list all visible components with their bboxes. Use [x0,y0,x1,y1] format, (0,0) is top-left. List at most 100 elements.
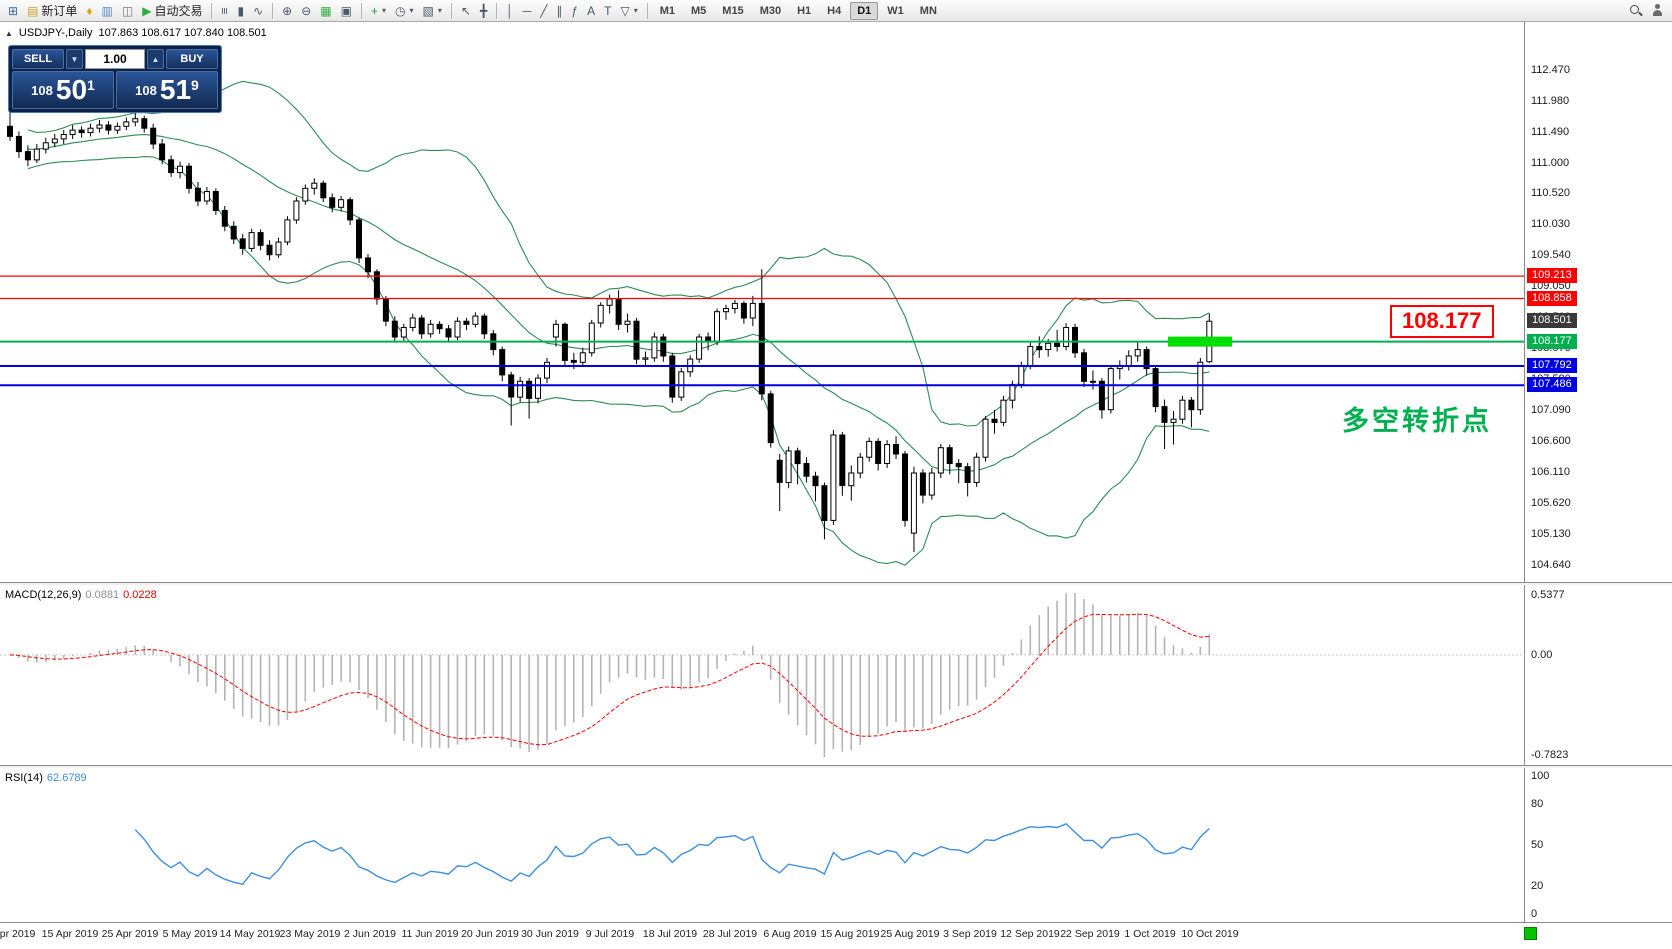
zoom-in-button[interactable]: ⊕ [278,1,296,21]
buy-price[interactable]: 108 51 9 [116,71,218,109]
price-label-object[interactable]: 108.177 [1390,305,1494,338]
templates-icon: ▧ [422,3,434,18]
fibonacci-retracement-icon: ƒ [571,3,579,18]
macd-plot-area[interactable] [0,585,1524,765]
timeframe-h4-button[interactable]: H4 [827,4,842,17]
sell-price[interactable]: 108 50 1 [12,71,114,109]
pane-separator[interactable] [0,582,1672,585]
text-button[interactable]: A [583,1,599,21]
rsi-axis-label: 20 [1531,880,1544,893]
chart-info-line: ▲ USDJPY-,Daily 107.863 108.617 107.840 … [5,27,267,39]
date-label: 25 Aug 2019 [880,928,940,940]
main-chart-plot-area[interactable] [0,22,1524,582]
trendline-button[interactable]: ╱ [536,1,551,21]
line-chart-icon: ∿ [253,3,264,18]
price-tick-label: 111.490 [1531,125,1570,138]
equidistant-channel-icon: ∥ [556,3,563,18]
date-label: 23 May 2019 [279,928,341,940]
text-label-button[interactable]: T [600,1,615,21]
timeframe-mn-button[interactable]: MN [919,4,937,17]
crosshair-button[interactable]: ╋ [476,1,491,21]
templates-button[interactable]: ▧ ▾ [419,1,446,21]
sell-price-big-figure: 108 [31,82,53,98]
timeframe-h1-button[interactable]: H1 [797,4,812,17]
date-label: 2 Jun 2019 [344,928,396,940]
timeframe-m5-button[interactable]: M5 [691,4,707,17]
candlestick-series [7,109,1213,553]
tile-windows-icon: ▣ [340,3,352,18]
new-order-button[interactable]: ▤ 新订单 [23,1,81,21]
date-label: 14 May 2019 [219,928,281,940]
collapse-panel-icon[interactable]: ▲ [5,28,13,38]
horizontal-line-icon: ─ [522,3,532,18]
macd-main-value: 0.0881 [85,589,120,601]
auto-arrange-button[interactable]: ▦ [316,1,335,21]
macd-signal-value: 0.0228 [123,589,157,601]
candlestick-chart-button[interactable]: ▮ [234,1,249,21]
connection-status-indicator [1524,927,1537,940]
macd-signal-line [9,613,1210,746]
rsi-plot-area[interactable] [0,768,1524,922]
price-tick-label: 106.600 [1531,435,1571,448]
date-label: 6 Aug 2019 [763,928,817,940]
tile-windows-button[interactable]: ▣ [337,1,356,21]
crosshair-icon: ╋ [479,3,488,18]
macd-axis[interactable]: 0.5377 0.00 -0.7823 [1524,585,1672,765]
buy-button[interactable]: BUY [166,49,218,69]
chevron-up-icon: ▲ [151,54,160,64]
fibonacci-retracement-button[interactable]: ƒ [567,1,582,21]
volume-decrease-button[interactable]: ▼ [66,49,83,69]
rsi-indicator-pane: 100 80 50 20 0 RSI(14) 62.6789 [0,768,1672,922]
text-icon: A [587,3,596,18]
indicators-button[interactable]: + ▾ [367,1,390,21]
shapes-button[interactable]: ▽ ▾ [616,1,641,21]
sell-button[interactable]: SELL [12,49,64,69]
auto-trading-button[interactable]: ▶ 自动交易 [138,1,206,21]
pivot-annotation-text[interactable]: 多空转折点 [1342,406,1492,436]
price-tick-label: 106.110 [1531,466,1570,479]
timeframe-toolbar: M1 M5 M15 M30 H1 H4 D1 W1 MN [653,1,944,20]
rsi-axis[interactable]: 100 80 50 20 0 [1524,768,1672,922]
vertical-line-button[interactable]: │ [502,1,518,21]
green-highlight-bar[interactable] [1168,336,1232,347]
data-window-button[interactable]: ▥ [98,1,117,21]
price-line-chip: 108.177 [1527,333,1577,349]
pane-separator[interactable] [0,765,1672,768]
cursor-button[interactable]: ↖ [457,1,475,21]
price-line-chip: 109.213 [1527,268,1577,284]
price-tick-label: 109.540 [1531,249,1571,262]
price-axis[interactable]: 112.470 111.980 111.490 111.000 110.520 110.0… [1524,22,1672,582]
timeframe-m15-button[interactable]: M15 [722,4,744,17]
price-line-chip: 108.858 [1527,290,1577,306]
user-button[interactable] [1647,1,1668,21]
timeframe-d1-button[interactable]: D1 [850,1,879,20]
date-label: 28 Jul 2019 [702,928,758,940]
new-chart-button[interactable]: ⊞ [4,1,22,21]
zoom-out-button[interactable]: ⊖ [297,1,315,21]
line-chart-button[interactable]: ∿ [249,1,267,21]
rsi-label: RSI(14) 62.6789 [5,772,87,784]
timeframe-m30-button[interactable]: M30 [759,4,782,17]
equidistant-channel-button[interactable]: ∥ [552,1,566,21]
toolbar-separator [272,2,274,19]
bar-chart-button[interactable]: ≡ [217,1,232,21]
date-label: 9 Jul 2019 [585,928,635,940]
bollinger-middle-line [27,134,1210,472]
horizontal-line-objects[interactable] [0,275,1524,387]
market-watch-button[interactable]: ◫ [118,1,137,21]
date-label: 11 Jun 2019 [401,928,459,940]
one-click-trading-panel: SELL ▼ ▲ BUY 108 50 1 108 51 [8,45,222,113]
timeframe-m1-button[interactable]: M1 [659,4,675,17]
volume-increase-button[interactable]: ▲ [147,49,164,69]
periods-button[interactable]: ◷ ▾ [391,1,418,21]
volume-input[interactable] [85,49,145,69]
chevron-down-icon: ▾ [437,6,442,15]
timeframe-w1-button[interactable]: W1 [887,4,904,17]
chevron-down-icon: ▾ [382,6,387,15]
macd-axis-label: -0.7823 [1531,749,1569,761]
mql5-wizard-button[interactable]: ♦ [82,1,96,21]
market-watch-icon: ◫ [121,3,134,18]
horizontal-line-button[interactable]: ─ [519,1,536,21]
search-button[interactable] [1625,1,1646,21]
